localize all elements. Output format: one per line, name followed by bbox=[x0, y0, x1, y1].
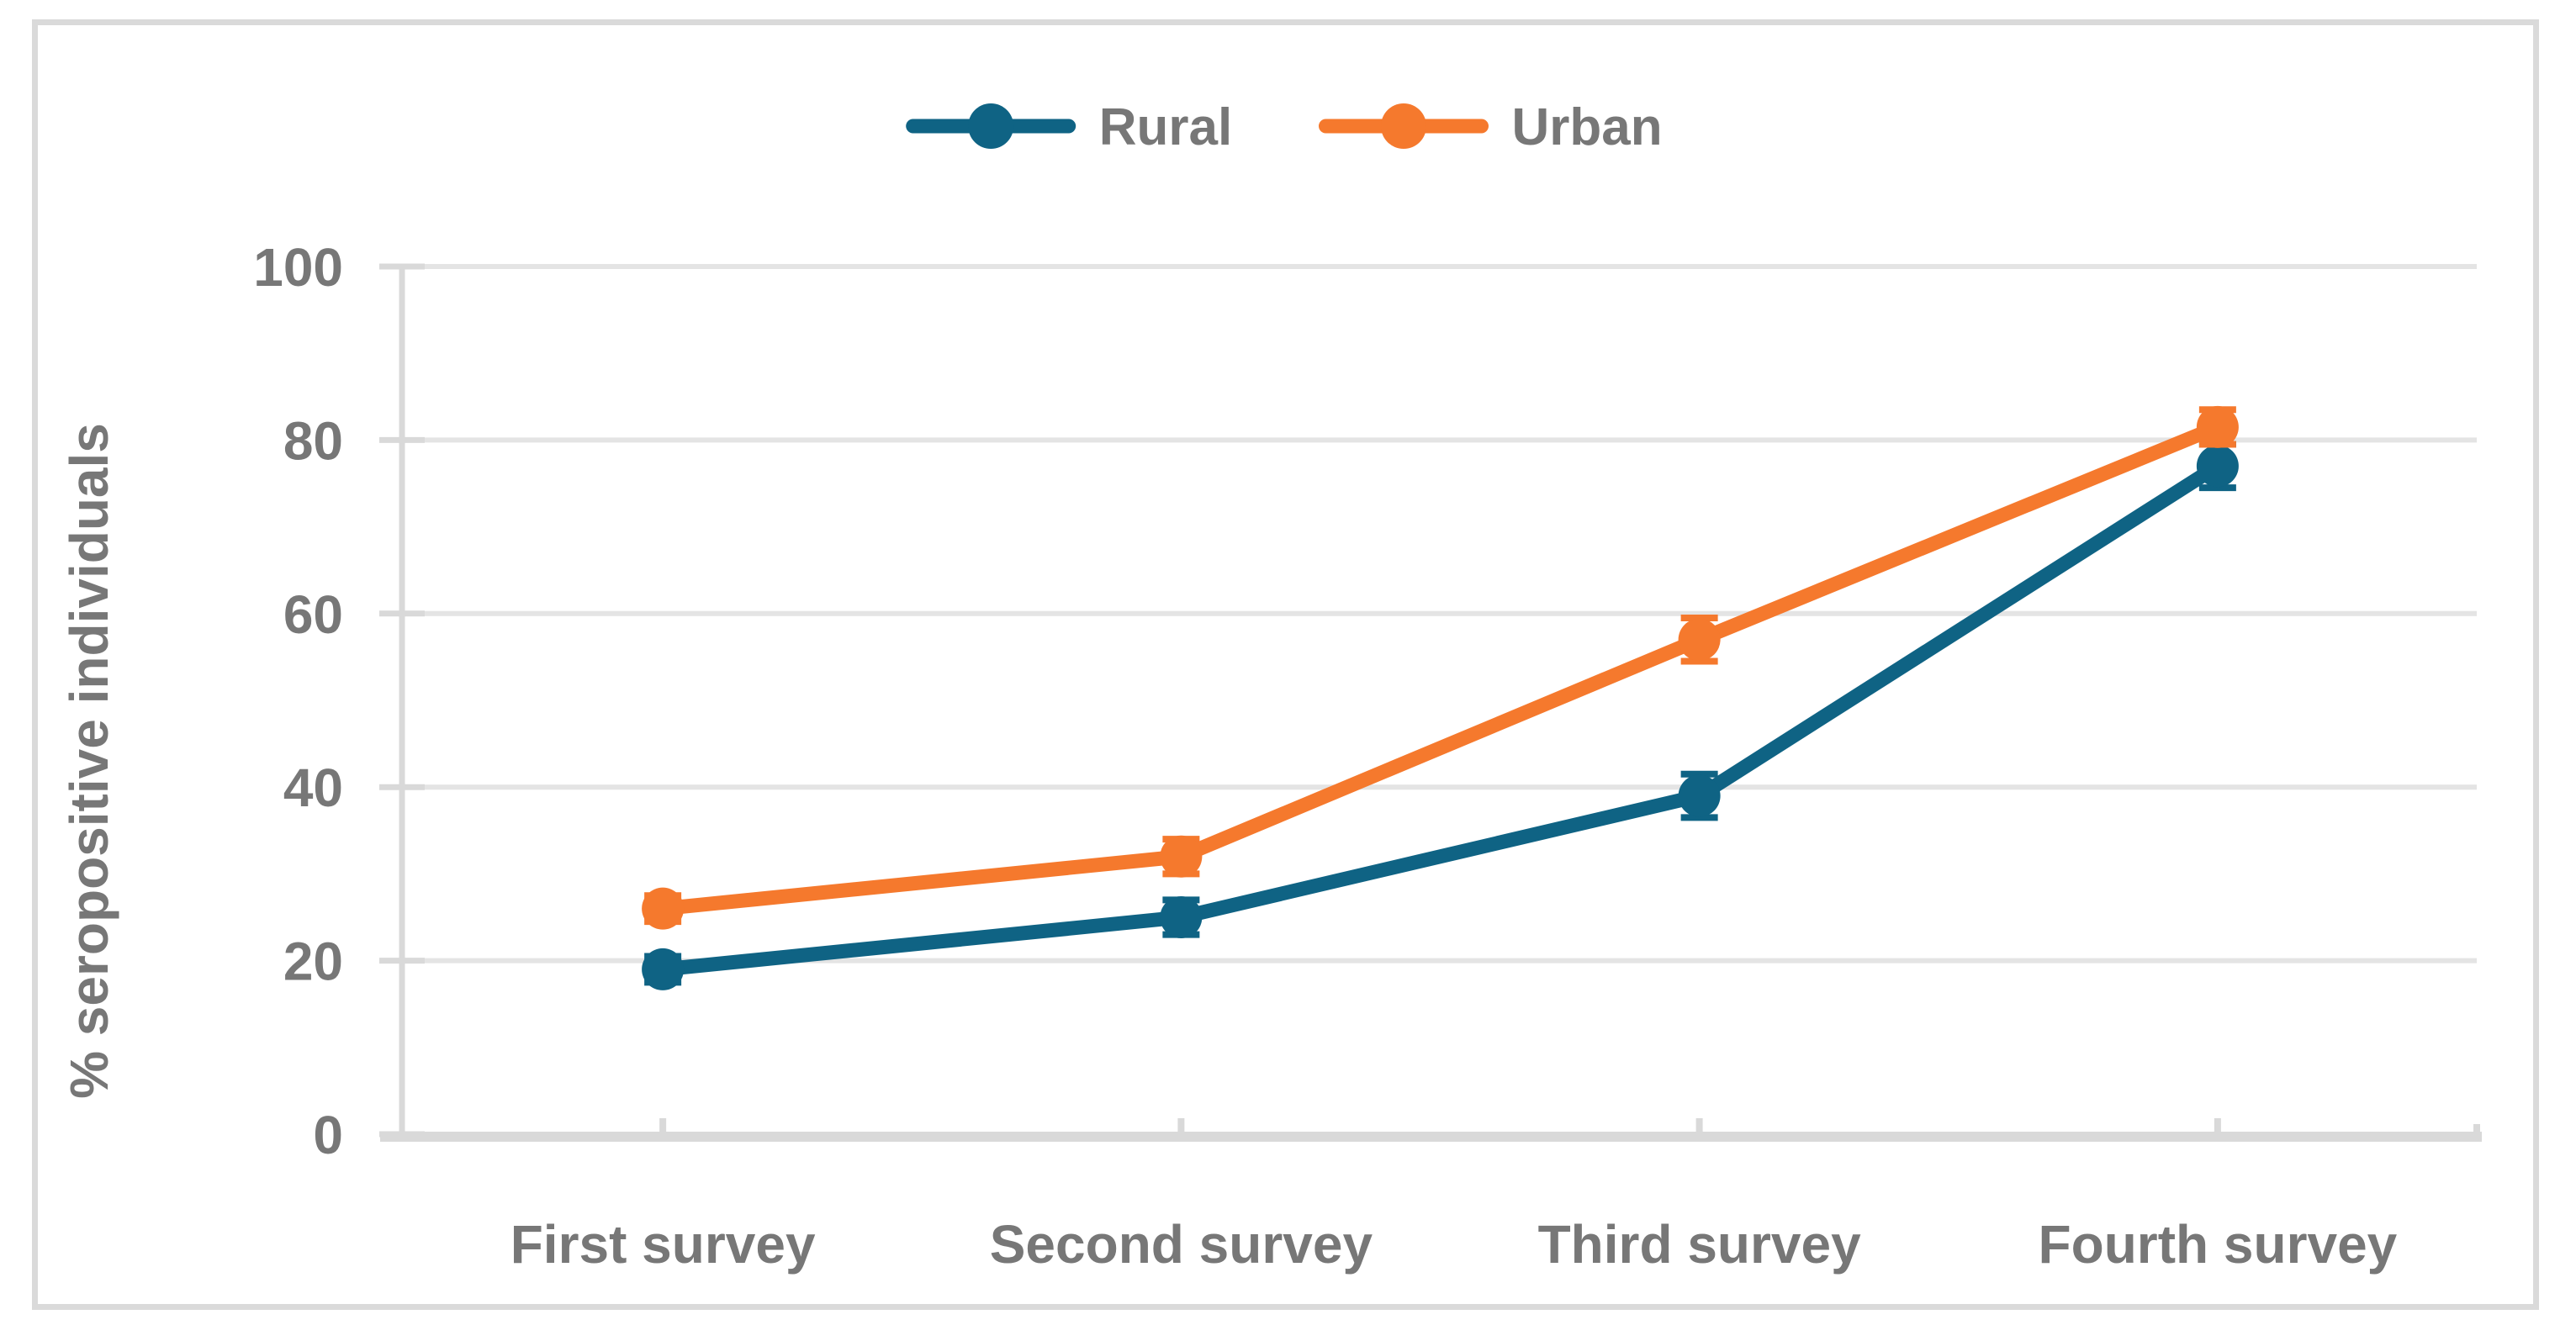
data-point-rural-3 bbox=[1678, 774, 1721, 817]
y-tick-labels: 0 20 40 60 80 100 bbox=[253, 237, 343, 1165]
legend-label-urban: Urban bbox=[1512, 98, 1663, 156]
axes bbox=[379, 263, 2482, 1142]
data-point-rural-2 bbox=[1160, 896, 1203, 938]
legend-label-rural: Rural bbox=[1099, 98, 1232, 156]
y-tick-label-20: 20 bbox=[283, 932, 343, 992]
data-point-urban-3 bbox=[1678, 618, 1721, 661]
data-point-urban-4 bbox=[2196, 405, 2239, 448]
series-rural bbox=[642, 441, 2239, 990]
legend: Rural Urban bbox=[906, 98, 1663, 156]
x-category-labels: First survey Second survey Third survey Fou… bbox=[510, 1214, 2398, 1275]
series-line-rural bbox=[655, 458, 2225, 977]
x-category-label-3: Third survey bbox=[1538, 1214, 1862, 1275]
legend-marker-icon-urban bbox=[1381, 103, 1426, 149]
legend-item-urban: Urban bbox=[1319, 98, 1663, 156]
y-tick-label-80: 80 bbox=[283, 410, 343, 471]
series-line-urban bbox=[655, 420, 2225, 916]
y-tick-label-60: 60 bbox=[283, 584, 343, 645]
y-tick-label-100: 100 bbox=[253, 237, 343, 298]
x-category-label-2: Second survey bbox=[990, 1214, 1373, 1275]
data-point-urban-1 bbox=[642, 887, 685, 930]
y-axis-title: % seropositive individuals bbox=[59, 423, 119, 1099]
figure-border bbox=[32, 19, 2539, 1310]
y-tick-label-40: 40 bbox=[283, 758, 343, 818]
x-category-label-1: First survey bbox=[510, 1214, 816, 1275]
data-point-rural-1 bbox=[642, 948, 685, 990]
data-point-rural-4 bbox=[2196, 445, 2239, 488]
series-urban bbox=[642, 405, 2239, 930]
y-tick-label-0: 0 bbox=[313, 1105, 343, 1165]
x-category-label-4: Fourth survey bbox=[2039, 1214, 2398, 1275]
gridlines bbox=[404, 264, 2477, 964]
legend-item-rural: Rural bbox=[906, 98, 1232, 156]
legend-marker-icon-rural bbox=[968, 103, 1014, 149]
data-point-urban-2 bbox=[1160, 835, 1203, 878]
